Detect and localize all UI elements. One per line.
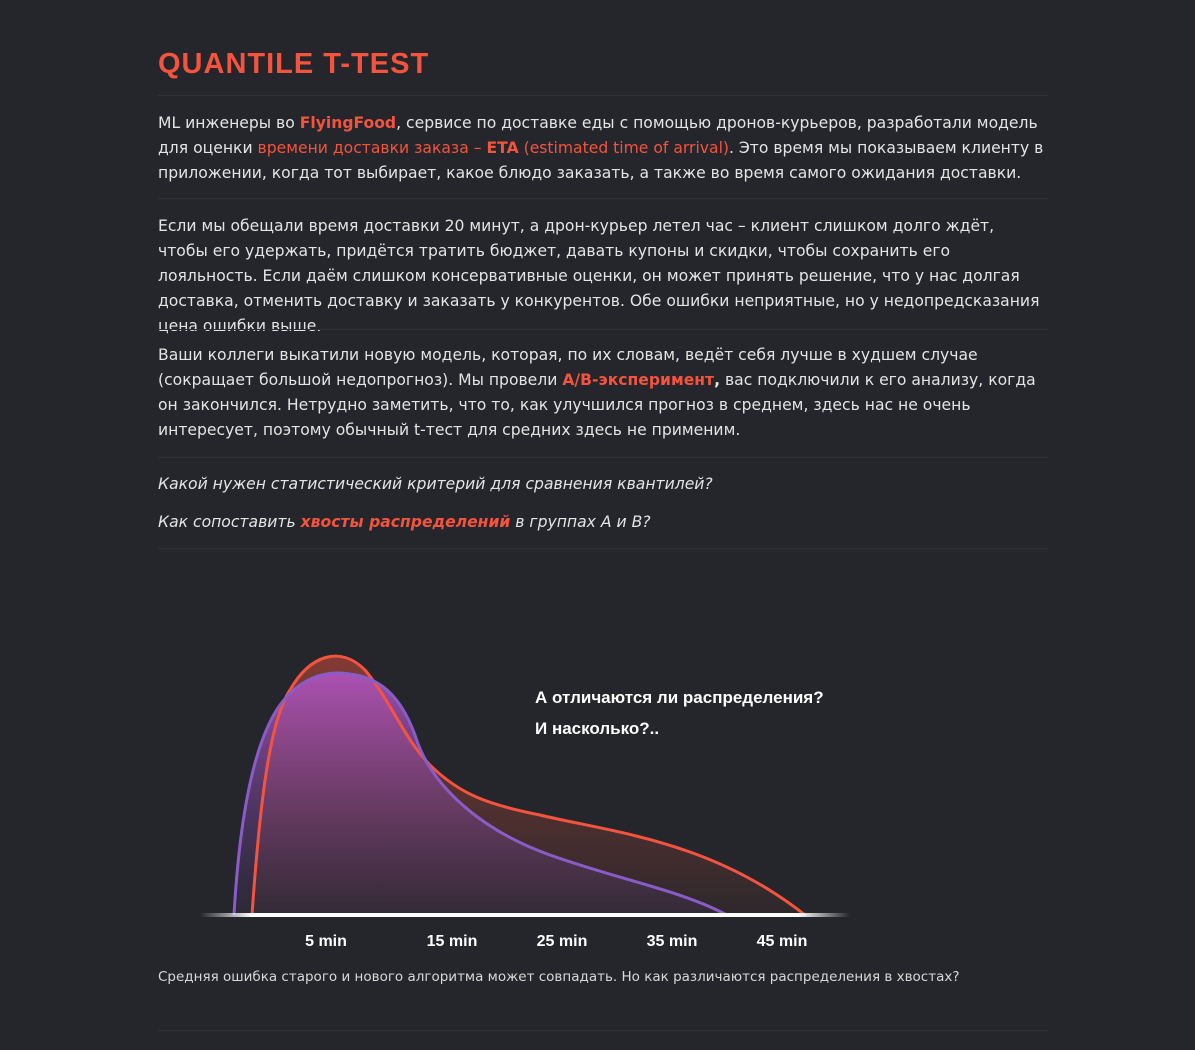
chart-annotation: И насколько?..	[535, 719, 659, 738]
x-tick-label: 35 min	[647, 933, 698, 950]
tails-highlight: хвосты распределений	[300, 513, 511, 531]
distribution-chart: 5 min 15 min 25 min 35 min 45 min А отли…	[200, 654, 850, 950]
divider	[158, 329, 1048, 330]
page-title: QUANTILE T-TEST	[158, 48, 430, 80]
divider	[158, 198, 1048, 199]
question-quantiles: Какой нужен статистический критерий для …	[158, 475, 713, 493]
figure-caption: Средняя ошибка старого и нового алгоритм…	[158, 969, 960, 985]
divider	[158, 548, 1048, 549]
x-tick-label: 25 min	[537, 933, 588, 950]
paragraph-cost: Если мы обещали время доставки 20 минут,…	[158, 217, 1040, 335]
x-tick-label: 5 min	[305, 933, 347, 950]
paragraph-experiment: Ваши коллеги выкатили новую модель, кото…	[158, 346, 1036, 439]
eta-link[interactable]: времени доставки заказа – ETA (estimated…	[257, 139, 729, 157]
divider	[158, 95, 1048, 96]
x-tick-label: 45 min	[757, 933, 808, 950]
paragraph-intro: ML инженеры во FlyingFood, сервисе по до…	[158, 114, 1044, 182]
divider	[158, 457, 1048, 458]
chart-annotation: А отличаются ли распределения?	[535, 688, 824, 707]
x-axis	[200, 913, 850, 917]
question-tails: Как сопоставить хвосты распределений в г…	[158, 513, 651, 531]
divider	[158, 1030, 1048, 1031]
ab-experiment-link[interactable]: A/B-эксперимент	[562, 371, 715, 389]
flyingfood-link[interactable]: FlyingFood	[299, 114, 397, 132]
series-old-line	[250, 654, 806, 917]
series-new-area	[234, 673, 727, 915]
x-tick-label: 15 min	[427, 933, 478, 950]
series-new-line	[232, 671, 728, 917]
